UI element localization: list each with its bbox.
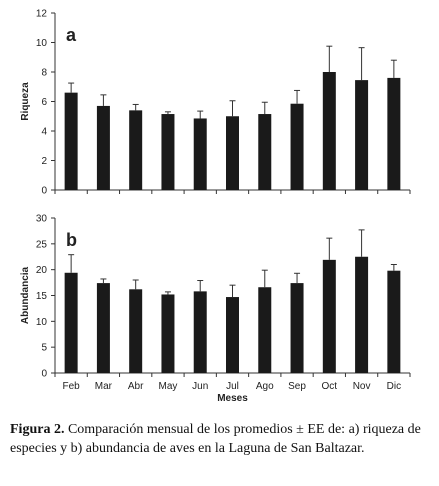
bar-may	[161, 294, 175, 373]
bar-jun	[193, 291, 207, 373]
x-tick-label: May	[159, 381, 178, 392]
x-tick-label: Dic	[387, 381, 401, 392]
bar-sep	[290, 103, 304, 190]
x-tick-label: Feb	[63, 381, 81, 392]
caption-label: Figura 2.	[10, 422, 65, 437]
caption-text: Comparación mensual de los promedios ± E…	[10, 422, 421, 456]
y-tick-label: 2	[41, 156, 47, 167]
bar-dic	[387, 270, 401, 373]
bar-mar	[96, 283, 110, 373]
chart-figure: 0 2 4 6 8 10 12 a Riqueza 0 5 10 15 20 25 30 Feb Mar Abr Ma…	[20, 9, 411, 404]
x-tick-label: Sep	[288, 381, 306, 392]
y-tick-label: 25	[36, 239, 48, 250]
chart-panel-b: 0 5 10 15 20 25 30 Feb Mar Abr May Jun Jul Ago Sep Oct N…	[20, 214, 411, 404]
y-tick-label: 5	[41, 343, 47, 354]
y-tick-label: 0	[41, 186, 47, 197]
y-tick-label: 8	[41, 68, 47, 79]
bar-jun	[193, 118, 207, 190]
y-tick-label: 15	[36, 291, 48, 302]
y-tick-label: 20	[36, 265, 48, 276]
y-tick-label: 10	[36, 317, 48, 328]
bar-dic	[387, 77, 401, 190]
y-tick-label: 10	[36, 38, 48, 49]
bar-oct	[322, 72, 336, 190]
x-tick-label: Ago	[256, 381, 274, 392]
y-tick-label: 6	[41, 97, 47, 108]
bar-jul	[226, 297, 239, 373]
x-tick-label: Mar	[95, 381, 113, 392]
y-tick-label: 12	[36, 9, 48, 20]
y-tick-label: 30	[36, 214, 48, 225]
bar-feb	[64, 92, 78, 190]
chart-panel-a: 0 2 4 6 8 10 12 a Riqueza	[20, 9, 411, 197]
bar-ago	[258, 114, 272, 190]
bar-oct	[322, 259, 336, 373]
x-tick-label: Jul	[226, 381, 239, 392]
x-tick-label: Abr	[128, 381, 144, 392]
bar-sep	[290, 283, 304, 373]
bar-abr	[129, 110, 143, 190]
figure-caption: Figura 2. Comparación mensual de los pro…	[10, 420, 432, 458]
bar-ago	[258, 287, 272, 373]
panel-label: a	[66, 25, 77, 45]
y-tick-label: 0	[41, 369, 47, 380]
panel-label: b	[66, 230, 77, 250]
bar-nov	[355, 80, 369, 190]
y-tick-label: 4	[41, 127, 47, 138]
x-tick-label: Nov	[353, 381, 371, 392]
y-axis-title: Riqueza	[20, 82, 31, 121]
x-tick-label: Oct	[322, 381, 338, 392]
bar-nov	[355, 256, 369, 373]
bar-may	[161, 114, 175, 190]
bar-jul	[226, 116, 239, 190]
bar-mar	[96, 105, 110, 190]
bar-abr	[129, 289, 143, 373]
y-axis-title: Abundancia	[20, 266, 31, 324]
x-tick-label: Jun	[192, 381, 208, 392]
bar-feb	[64, 272, 78, 373]
x-axis-title: Meses	[217, 393, 248, 404]
